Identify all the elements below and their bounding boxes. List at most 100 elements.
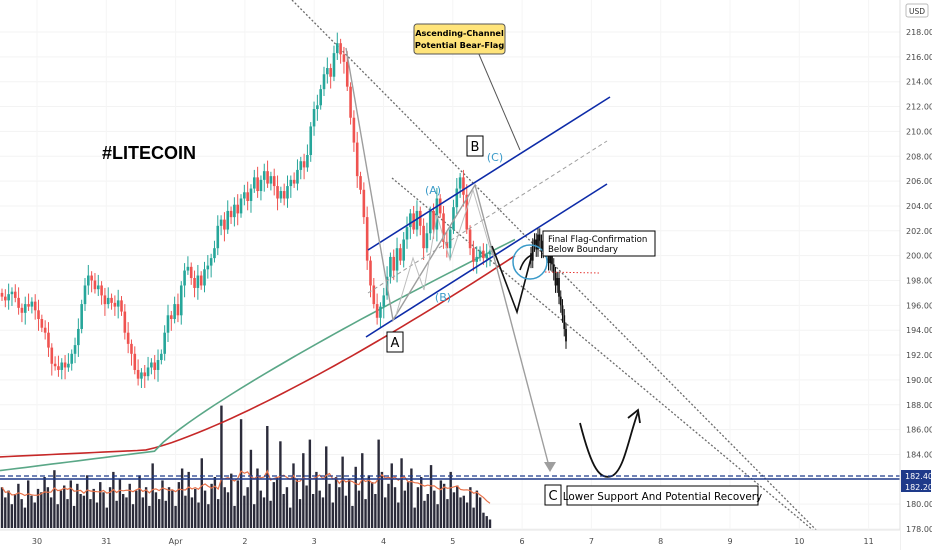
y-tick-label: 202.00 (906, 227, 932, 236)
y-tick-label: 218.00 (906, 28, 932, 37)
volume-bar (370, 482, 374, 528)
final-flag-line-2: Below Boundary (548, 245, 618, 255)
candle-body (472, 248, 475, 262)
volume-bar (171, 490, 174, 528)
volume-bar (85, 475, 89, 528)
candle-body (183, 270, 186, 286)
candle-body (156, 360, 160, 370)
candle-body (133, 353, 137, 370)
volume-bar (357, 490, 361, 528)
candle-body (20, 307, 24, 313)
candle-body (126, 332, 130, 344)
volume-bar (252, 504, 256, 528)
candle-body (389, 256, 392, 277)
channel-lower-line[interactable] (365, 183, 608, 338)
candle-body (422, 225, 425, 249)
candle-body (425, 233, 429, 249)
candle-body (50, 347, 54, 364)
callout-box[interactable] (413, 23, 506, 55)
candle-body (302, 161, 306, 168)
callout-line-1: Ascending-Channel (415, 28, 504, 38)
y-tick-label: 198.00 (906, 277, 932, 286)
volume-bar (4, 497, 7, 528)
candle-body (176, 304, 180, 316)
volume-bar (410, 468, 413, 528)
candle-body (206, 265, 210, 270)
candle-body (153, 362, 157, 370)
candle-body (100, 285, 103, 296)
candle-body (339, 43, 342, 55)
candle-body (442, 213, 445, 242)
volume-bar (246, 487, 249, 528)
candle-body (60, 362, 64, 370)
volume-bar (144, 487, 148, 528)
x-tick-label: 2 (242, 537, 247, 546)
volume-bar (436, 504, 439, 528)
volume-bar (239, 419, 243, 528)
volume-bar (187, 471, 190, 528)
y-tick-label: 186.00 (906, 426, 932, 435)
volume-bar (331, 502, 334, 528)
volume-bar (167, 487, 171, 528)
volume-bar (105, 507, 109, 528)
x-tick-label: 30 (32, 537, 42, 546)
candle-body (256, 177, 259, 192)
volume-bar (95, 502, 99, 528)
final-flag-line-1: Final Flag-Confirmation (548, 235, 647, 245)
candle-body (189, 266, 193, 279)
volume-bar (315, 471, 318, 528)
candle-body (335, 43, 339, 54)
candle-body (106, 297, 110, 305)
y-tick-label: 192.00 (906, 351, 932, 360)
candle-body (312, 109, 316, 127)
x-tick-label: 9 (727, 537, 732, 546)
y-tick-label: 210.00 (906, 127, 932, 136)
volume-bar (151, 463, 154, 528)
price-level-label: 182.40 (905, 472, 932, 481)
volume-bar (128, 483, 131, 528)
candle-body (40, 319, 44, 328)
volume-bar (17, 483, 20, 528)
volume-bar (33, 502, 36, 528)
candle-body (63, 362, 67, 368)
y-tick-label: 206.00 (906, 177, 932, 186)
volume-bar (334, 477, 338, 528)
final-flag-box[interactable] (542, 230, 656, 257)
candle-body (462, 177, 465, 195)
x-tick-label: 7 (589, 537, 594, 546)
x-tick-label: 4 (381, 537, 386, 546)
candle-body (43, 327, 47, 333)
volume-bar (485, 516, 488, 528)
candle-body (213, 248, 216, 259)
candle-body (33, 301, 37, 311)
post-candle-body (535, 239, 538, 250)
channel-upper-line[interactable] (367, 96, 611, 251)
candle-body (458, 177, 462, 189)
candle-body (77, 328, 80, 346)
candle-body (375, 304, 379, 318)
flag-sketch-v (491, 245, 532, 315)
y-tick-label: 188.00 (906, 401, 932, 410)
y-tick-label: 184.00 (906, 450, 932, 459)
currency-badge[interactable] (905, 3, 929, 18)
volume-bar (118, 478, 122, 528)
candle-body (166, 315, 170, 333)
time-axis[interactable] (0, 530, 900, 550)
volume-bar (311, 494, 315, 528)
volume-bar (478, 497, 482, 528)
volume-bar (262, 497, 266, 528)
support-note-box[interactable] (566, 485, 759, 506)
volume-bar (325, 446, 328, 528)
y-tick-label: 180.00 (906, 500, 932, 509)
price-level-badge (901, 481, 931, 492)
volume-bar (40, 492, 43, 528)
candle-body (286, 186, 289, 199)
post-candle-body (561, 305, 564, 316)
price-axis[interactable] (900, 0, 932, 550)
volume-bar (361, 453, 364, 528)
candle-body (13, 291, 17, 298)
volume-bar (328, 483, 331, 528)
volume-bar (272, 482, 276, 528)
wave-b-box (466, 135, 484, 157)
